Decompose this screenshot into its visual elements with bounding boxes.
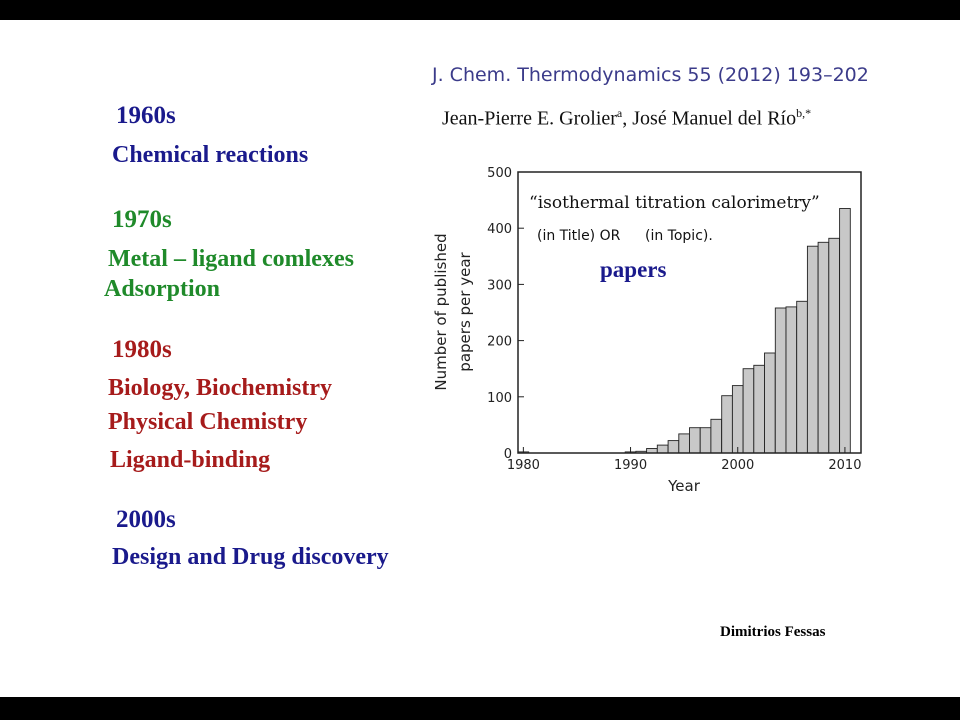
decade-1960s-heading: 1960s — [116, 102, 176, 129]
author-del-rio: José Manuel del Río — [632, 107, 797, 130]
bar-1996 — [689, 427, 701, 454]
plot-frame — [517, 171, 862, 454]
axis-ticks: 0 100 200 300 400 500 1980 1990 2000 2010 — [487, 166, 861, 473]
annotation-in-topic: (in Topic). — [645, 228, 713, 244]
bar-2003 — [764, 352, 776, 454]
y-tick-label: 200 — [487, 335, 512, 350]
y-axis-label-line2: papers per year — [456, 251, 474, 371]
topic-metal-ligand-complexes: Metal – ligand comlexes — [108, 246, 354, 272]
bar-2005 — [785, 306, 798, 454]
x-tick-label: 1990 — [614, 458, 647, 473]
y-axis-label-line1: Number of published — [432, 233, 450, 390]
bar-2007 — [806, 245, 819, 454]
y-tick-label: 0 — [504, 447, 512, 462]
bar-1993 — [656, 444, 669, 454]
papers-overlay-label: papers — [600, 257, 667, 282]
journal-citation: J. Chem. Thermodynamics 55 (2012) 193–20… — [432, 64, 869, 86]
slide: 1960s Chemical reactions 1970s Metal – l… — [0, 20, 960, 697]
x-tick-label: 2010 — [828, 458, 861, 473]
bar-1998 — [710, 418, 723, 454]
decade-1970s-heading: 1970s — [112, 206, 172, 233]
author-separator: , — [622, 107, 633, 130]
bar-1994 — [667, 440, 680, 454]
bar-2009 — [828, 237, 840, 454]
topic-physical-chemistry: Physical Chemistry — [108, 409, 308, 435]
topic-drug-discovery: Design and Drug discovery — [112, 544, 389, 570]
topic-ligand-binding: Ligand-binding — [110, 447, 271, 473]
affiliation-a: a — [616, 106, 623, 120]
bar-2008 — [817, 241, 830, 454]
bar-1995 — [678, 433, 690, 454]
topic-adsorption: Adsorption — [104, 276, 221, 302]
bar-2010 — [839, 208, 851, 454]
topic-biology-biochemistry: Biology, Biochemistry — [108, 375, 332, 401]
bar-2004 — [774, 307, 787, 454]
annotation-in-title: (in Title) OR — [537, 228, 621, 244]
y-tick-label: 300 — [487, 278, 512, 293]
bar-2001 — [742, 368, 755, 454]
y-tick-label: 400 — [487, 222, 512, 237]
bar-1999 — [721, 395, 733, 454]
decade-2000s-heading: 2000s — [116, 506, 176, 533]
x-tick-label: 1980 — [507, 458, 540, 473]
bar-series — [517, 208, 851, 454]
y-tick-label: 500 — [487, 166, 512, 181]
bar-2002 — [753, 364, 765, 454]
x-axis-label: Year — [667, 477, 701, 495]
annotation-search-phrase: “isothermal titration calorimetry” — [529, 193, 820, 213]
decade-1980s-heading: 1980s — [112, 336, 172, 363]
x-tick-label: 2000 — [721, 458, 754, 473]
author-line: Jean-Pierre E. Groliera, José Manuel del… — [442, 106, 811, 131]
y-tick-label: 100 — [487, 391, 512, 406]
bar-2000 — [731, 385, 744, 454]
affiliation-b: b,* — [796, 106, 812, 120]
topic-chemical-reactions: Chemical reactions — [112, 142, 309, 168]
author-grolier: Jean-Pierre E. Grolier — [442, 107, 617, 130]
presenter-credit: Dimitrios Fessas — [720, 624, 826, 640]
bar-2006 — [796, 300, 808, 454]
publications-bar-chart: 0 100 200 300 400 500 1980 1990 2000 2010 “isothe… — [432, 166, 862, 495]
bar-1997 — [699, 427, 712, 454]
